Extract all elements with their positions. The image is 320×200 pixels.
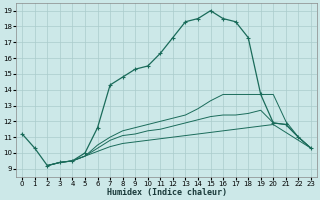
X-axis label: Humidex (Indice chaleur): Humidex (Indice chaleur) <box>107 188 227 197</box>
